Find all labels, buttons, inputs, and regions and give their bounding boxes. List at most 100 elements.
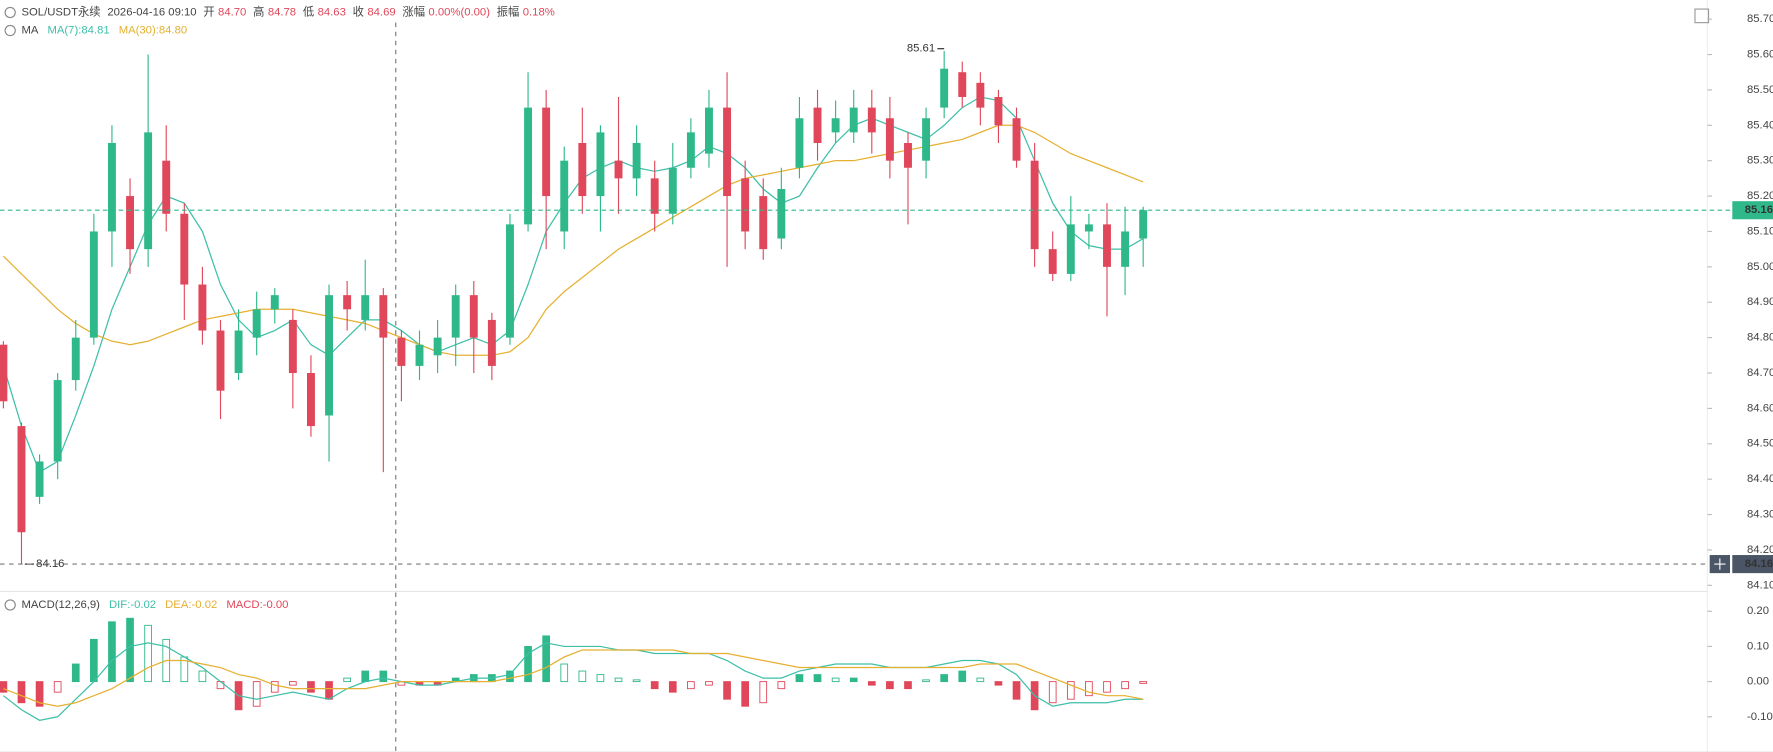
y-tick-label: 84.30	[1747, 509, 1773, 521]
candle-body	[89, 231, 98, 338]
plot: 84.10 84.20 84.30 84.40 84.50 84.60 84.70 84.80…	[0, 4, 1773, 723]
field-name: 振幅	[497, 4, 520, 18]
candle-body	[306, 373, 315, 427]
macd-bar	[216, 681, 225, 690]
field-value: 0.18%	[523, 6, 555, 18]
field-name: 涨幅	[402, 5, 425, 18]
field-name: 低	[303, 5, 314, 18]
candle-body	[162, 160, 171, 214]
y-tick-label: 85.10	[1747, 225, 1773, 237]
max-label: 85.61	[907, 43, 935, 55]
macd-bar	[126, 617, 134, 683]
collapse-icon[interactable]	[4, 24, 16, 37]
macd-bar	[849, 677, 858, 683]
candle-body	[1084, 224, 1093, 232]
candle-body	[1103, 224, 1111, 267]
y-tick-label: 85.70	[1747, 13, 1773, 25]
macd-bar	[71, 663, 80, 683]
candle-body	[560, 160, 569, 232]
symbol: SOL/USDT永续	[21, 4, 100, 18]
candle-body	[379, 295, 388, 338]
macd-bar	[976, 677, 985, 683]
macd-bar	[252, 681, 261, 707]
macd-bar	[596, 674, 605, 683]
field-value: 84.70	[218, 6, 246, 18]
candle-body	[144, 132, 153, 250]
macd-bar	[958, 670, 967, 683]
candle-body	[1121, 231, 1130, 267]
candle-body	[867, 107, 876, 133]
macd-bar	[560, 663, 569, 683]
plus-icon	[1714, 558, 1726, 570]
macd-bar	[144, 624, 152, 683]
macd-bar	[53, 681, 62, 693]
macd-bar	[922, 679, 930, 683]
field-value: 84.78	[268, 6, 296, 18]
macd-bar	[270, 681, 279, 693]
macd-bar	[1085, 681, 1093, 697]
macd-bar	[614, 677, 623, 683]
candle-body	[0, 344, 8, 402]
candle-body	[723, 107, 732, 197]
macd-bar	[668, 681, 677, 693]
candle-body	[288, 319, 297, 374]
macd-bar	[17, 681, 26, 704]
macd-bar	[524, 645, 532, 683]
legend-title: MACD(12,26,9)	[21, 599, 100, 611]
candle-body	[107, 142, 116, 232]
candle-body	[361, 295, 370, 320]
field-name: 高	[253, 4, 264, 18]
candle-body	[741, 178, 750, 232]
macd-bar	[1012, 681, 1021, 700]
y-tick-label: 84.90	[1747, 296, 1773, 308]
candle-body	[885, 118, 894, 161]
candle-body	[795, 118, 804, 168]
collapse-icon[interactable]	[4, 6, 16, 19]
ma-line	[2, 96, 1144, 473]
macd-bar	[687, 681, 695, 690]
candle-body	[234, 330, 243, 374]
last-price-label: 85.16	[1745, 204, 1773, 216]
y-tick-label: 0.10	[1747, 640, 1769, 652]
macd-bar	[777, 681, 786, 690]
y-tick-label: 85.50	[1747, 84, 1773, 96]
candle-body	[632, 142, 641, 179]
candle-body	[469, 295, 478, 338]
macd-bar	[705, 681, 713, 686]
candle-body	[542, 107, 551, 197]
candle-body	[596, 132, 605, 197]
candle-body	[270, 295, 279, 310]
y-tick-label: 84.10	[1747, 579, 1773, 591]
y-tick-label: 84.70	[1747, 367, 1773, 379]
candle-body	[1066, 224, 1075, 274]
candle-body	[904, 142, 912, 168]
y-tick-label: 84.60	[1747, 402, 1773, 414]
macd-bar	[307, 681, 315, 693]
y-tick-label: 84.50	[1747, 438, 1773, 450]
legend-title: MA	[21, 25, 38, 37]
macd-bar	[578, 670, 587, 683]
macd-bar	[831, 677, 840, 683]
candle-body	[325, 295, 334, 416]
macd-bar	[723, 681, 731, 700]
candle-body	[994, 96, 1003, 126]
candle-body	[958, 72, 967, 97]
macd-bar	[741, 681, 750, 707]
candle-body	[71, 337, 80, 381]
y-tick-label: 84.20	[1747, 544, 1773, 556]
macd-bar	[90, 638, 98, 683]
candle-body	[686, 132, 695, 168]
legend: SOL/USDT永续 2026-04-16 09:10 开 84.70 高 84.78 低 8…	[21, 4, 554, 18]
candle-body	[1030, 160, 1039, 250]
fullscreen-button[interactable]	[1694, 8, 1710, 24]
collapse-icon[interactable]	[4, 599, 16, 611]
last-price-tag	[1732, 201, 1773, 220]
legend-entry: MACD:-0.00	[226, 599, 288, 611]
macd-bar	[867, 681, 876, 686]
field-name: 收	[353, 4, 364, 18]
candle-body	[1012, 118, 1021, 161]
time: 2026-04-16 09:10	[107, 6, 196, 18]
